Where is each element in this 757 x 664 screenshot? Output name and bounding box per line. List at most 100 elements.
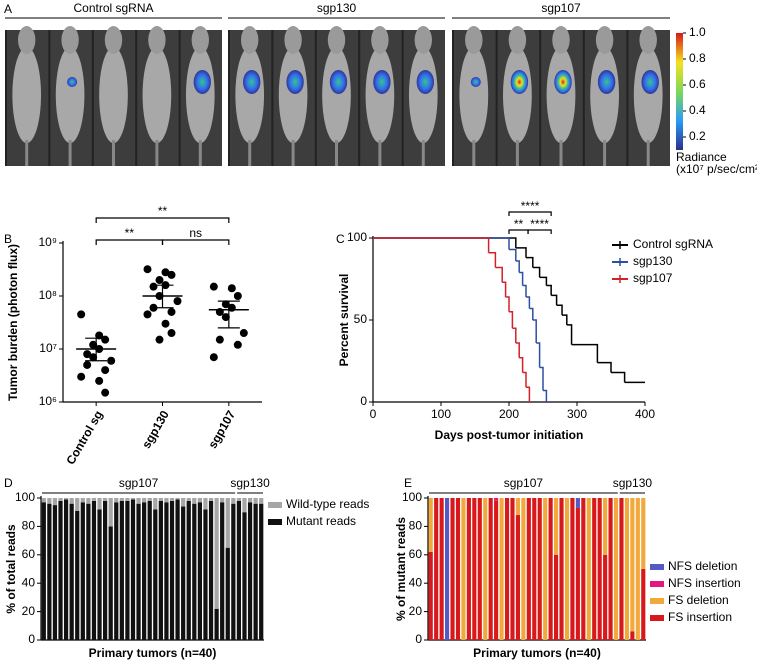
mouse-head — [552, 26, 570, 54]
mouse-body — [503, 47, 532, 143]
mouse-body — [459, 47, 489, 143]
significance-label: ** — [125, 226, 135, 240]
y-tick-label: 60 — [409, 547, 423, 561]
legend-swatch — [268, 502, 282, 508]
legend-label: Mutant reads — [286, 514, 356, 528]
survival-step — [519, 271, 524, 286]
mouse-body — [12, 47, 42, 143]
stage-bar — [91, 30, 94, 166]
mouse-body — [185, 47, 215, 143]
bar-segment — [41, 498, 46, 503]
mouse-head — [371, 26, 389, 54]
bar-segment — [63, 499, 69, 640]
x-tick-label: Control sg — [63, 408, 105, 467]
bar-segment — [130, 498, 136, 500]
survival-step — [509, 311, 514, 329]
bar-segment — [231, 503, 236, 640]
y-tick-label: 100 — [402, 490, 422, 504]
panel-letter: C — [336, 232, 345, 246]
signal — [641, 70, 659, 94]
bar-segment — [570, 498, 575, 640]
bar-segment — [47, 498, 52, 504]
bar-segment — [515, 498, 520, 516]
bar-segment — [554, 554, 559, 640]
y-tick-label: 10⁸ — [39, 288, 57, 302]
stage-bar — [626, 30, 629, 166]
bar-segment — [114, 502, 119, 640]
legend-swatch — [650, 615, 664, 621]
y-tick-label: 80 — [22, 519, 36, 533]
survival-step — [539, 276, 548, 286]
point — [167, 307, 176, 316]
point — [95, 376, 104, 385]
significance-label: ns — [189, 226, 202, 240]
bar-segment — [526, 498, 531, 640]
bar-segment — [86, 498, 91, 504]
point — [89, 353, 98, 362]
point — [77, 310, 86, 319]
bar-segment — [428, 498, 433, 552]
y-tick-label: 80 — [409, 519, 423, 533]
signal — [67, 77, 78, 87]
y-tick-label: 60 — [22, 547, 36, 561]
bar-segment — [608, 498, 613, 640]
bar-segment — [158, 498, 163, 501]
bar-segment — [236, 498, 242, 501]
stage-bar — [582, 30, 585, 166]
group-label: sgp107 — [119, 476, 159, 490]
bar-segment — [153, 509, 158, 640]
significance-label: **** — [530, 217, 549, 231]
bar-segment — [91, 498, 97, 501]
bar-segment — [532, 498, 537, 640]
bar-segment — [461, 498, 466, 640]
y-axis-label: % of total reads — [4, 524, 18, 614]
bar-segment — [169, 498, 175, 501]
signal — [373, 70, 391, 94]
bar-segment — [259, 503, 264, 640]
bar-segment — [102, 500, 108, 640]
mouse-head — [18, 26, 36, 54]
bar-segment — [47, 503, 52, 640]
bar-segment — [136, 498, 141, 504]
significance-label: ** — [514, 217, 524, 231]
bar-segment — [208, 500, 214, 640]
panel-letter: A — [4, 2, 12, 16]
signal — [286, 70, 304, 94]
survival-step — [556, 304, 563, 316]
legend-label: FS deletion — [668, 593, 729, 607]
bar-segment — [80, 498, 85, 503]
stage-bar — [358, 30, 361, 166]
group-label: sgp107 — [504, 476, 544, 490]
point — [107, 356, 116, 365]
colorbar-tick-label: 0.2 — [689, 129, 706, 143]
point — [77, 372, 86, 381]
y-tick-label: 50 — [354, 312, 368, 326]
point — [95, 331, 104, 340]
x-axis-label: Primary tumors (n=40) — [89, 646, 217, 660]
bar-segment — [186, 500, 191, 640]
legend-label: FS insertion — [668, 610, 732, 624]
bar-segment — [147, 498, 152, 501]
x-tick-label: 400 — [635, 407, 655, 421]
bar-segment — [466, 498, 471, 640]
point — [143, 310, 152, 319]
survival-step — [515, 247, 527, 258]
bar-segment — [439, 498, 444, 640]
significance-label: **** — [521, 199, 540, 213]
survival-step — [502, 281, 507, 298]
y-tick-label: 10⁷ — [39, 341, 57, 355]
mouse-head — [327, 26, 346, 54]
group-label: sgp130 — [230, 476, 270, 490]
bar-segment — [130, 499, 136, 640]
stage-bar — [452, 30, 454, 166]
point — [101, 388, 110, 397]
bar-segment — [630, 498, 635, 632]
bar-segment — [63, 498, 69, 500]
bar-segment — [114, 498, 119, 503]
survival-step — [512, 327, 517, 343]
bar-segment — [242, 512, 247, 640]
legend-label: NFS insertion — [668, 576, 741, 590]
bar-segment — [80, 502, 85, 640]
x-axis-label: Primary tumors (n=40) — [473, 646, 601, 660]
group-label: sgp130 — [317, 1, 357, 15]
